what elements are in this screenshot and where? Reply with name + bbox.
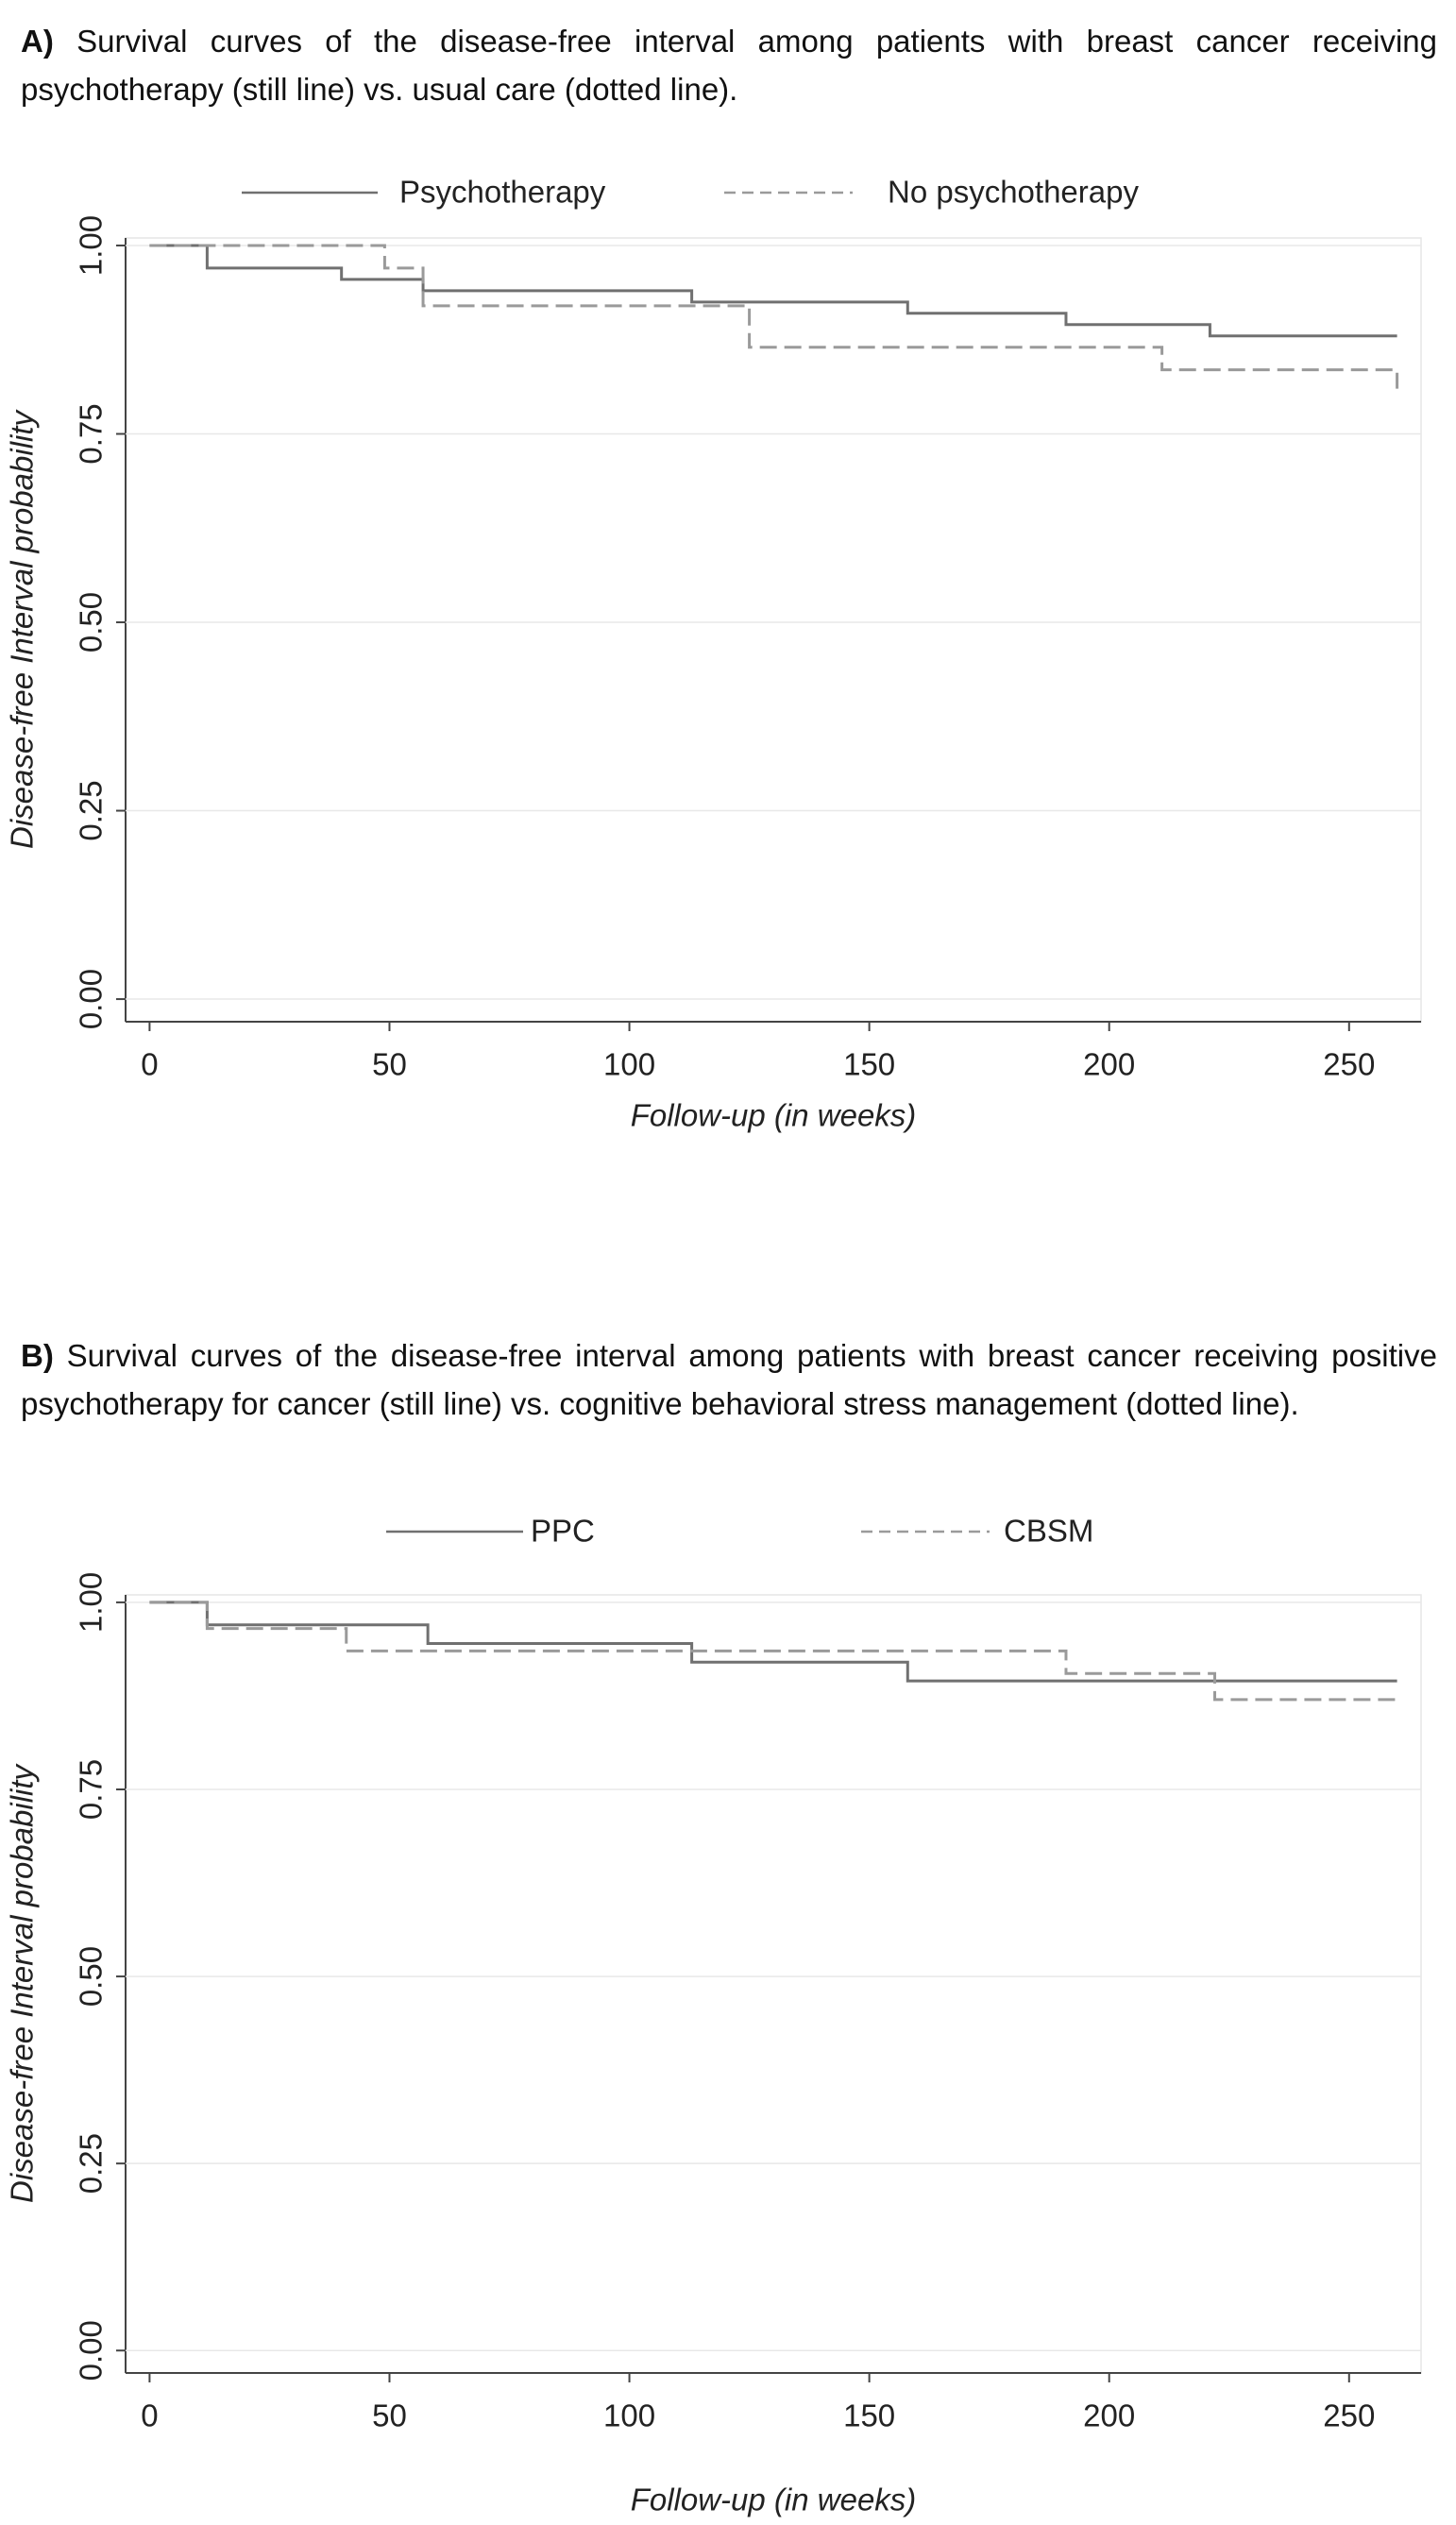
y-tick-label: 0.00 xyxy=(74,969,109,1029)
x-tick-label: 150 xyxy=(843,2398,895,2433)
x-tick-label: 250 xyxy=(1323,2398,1375,2433)
survival-curve xyxy=(149,1601,1397,1683)
survival-curve xyxy=(149,1601,1397,1702)
x-tick-label: 250 xyxy=(1323,1047,1375,1082)
caption: B) Survival curves of the disease-free i… xyxy=(21,1331,1437,1428)
x-axis-label: Follow-up (in weeks) xyxy=(631,2483,917,2517)
x-tick-label: 50 xyxy=(372,2398,407,2433)
x-tick-label: 100 xyxy=(603,1047,655,1082)
survival-curve xyxy=(149,244,1397,338)
plot-frame xyxy=(125,237,1422,1023)
y-tick-label: 1.00 xyxy=(74,1572,109,1633)
y-tick-label: 0.50 xyxy=(74,592,109,652)
y-tick-label: 0.50 xyxy=(74,1946,109,2007)
x-tick-label: 200 xyxy=(1083,2398,1135,2433)
y-tick-label: 1.00 xyxy=(74,215,109,276)
chart: 0.00 0.25 0.50 0.75 1.00 0 50 100 150 200 250 Follo… xyxy=(5,1514,1422,2517)
y-tick-label: 0.25 xyxy=(74,780,109,840)
y-axis-label: Disease-free Interval probability xyxy=(5,408,40,849)
x-tick-label: 150 xyxy=(843,1047,895,1082)
y-tick-label: 0.75 xyxy=(74,403,109,464)
caption-label: B) xyxy=(21,1338,54,1373)
legend-label: Psychotherapy xyxy=(399,175,606,210)
caption-text: Survival curves of the disease-free inte… xyxy=(21,1338,1437,1421)
x-tick-label: 50 xyxy=(372,1047,407,1082)
y-tick-label: 0.00 xyxy=(74,2320,109,2381)
caption: A) Survival curves of the disease-free i… xyxy=(21,17,1437,113)
x-axis-label: Follow-up (in weeks) xyxy=(631,1098,917,1133)
survival-curve xyxy=(149,244,1399,389)
legend-label: CBSM xyxy=(1004,1514,1093,1549)
legend-label: PPC xyxy=(531,1514,595,1549)
y-tick-label: 0.25 xyxy=(74,2133,109,2194)
legend-label: No psychotherapy xyxy=(888,175,1139,210)
x-tick-label: 200 xyxy=(1083,1047,1135,1082)
chart: 0.00 0.25 0.50 0.75 1.00 0 50 100 150 200 250 Follo… xyxy=(5,175,1422,1133)
plot-frame xyxy=(125,1594,1422,2374)
caption-label: A) xyxy=(21,24,54,59)
y-tick-label: 0.75 xyxy=(74,1759,109,1820)
x-tick-label: 100 xyxy=(603,2398,655,2433)
y-axis-label: Disease-free Interval probability xyxy=(5,1762,40,2203)
caption-text: Survival curves of the disease-free inte… xyxy=(21,24,1437,107)
x-tick-label: 0 xyxy=(141,1047,158,1082)
x-tick-label: 0 xyxy=(141,2398,158,2433)
